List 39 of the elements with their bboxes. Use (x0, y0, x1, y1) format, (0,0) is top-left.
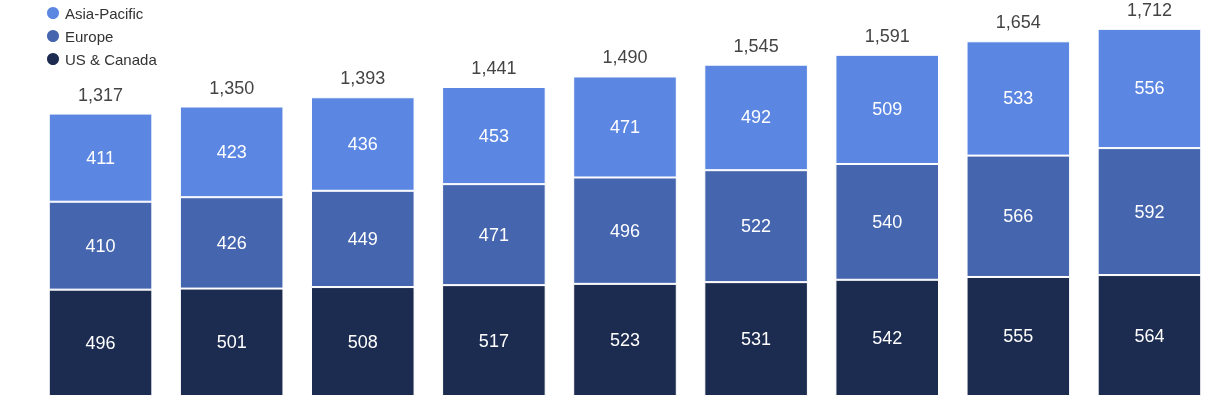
data-label: 531 (741, 329, 772, 350)
total-label: 1,317 (78, 84, 124, 105)
data-label: 509 (872, 99, 903, 120)
total-label: 1,490 (602, 47, 648, 68)
total-label: 1,712 (1126, 0, 1172, 20)
total-label: 1,591 (864, 25, 910, 46)
legend-label: US & Canada (65, 50, 158, 68)
data-label: 533 (1003, 88, 1034, 109)
data-label: 592 (1134, 201, 1165, 222)
data-label: 566 (1003, 206, 1034, 227)
data-label: 556 (1134, 78, 1165, 99)
legend-label: Europe (65, 27, 114, 45)
data-label: 540 (872, 211, 903, 232)
data-label: 453 (478, 125, 509, 146)
data-label: 517 (478, 330, 509, 351)
data-label: 501 (216, 332, 247, 353)
data-label: 542 (872, 327, 903, 348)
total-label: 1,654 (995, 12, 1041, 33)
data-label: 471 (609, 116, 641, 137)
data-label: 523 (609, 329, 641, 350)
data-label: 471 (478, 224, 509, 245)
total-label: 1,393 (340, 68, 386, 89)
data-label: 496 (609, 220, 641, 241)
data-label: 410 (85, 235, 116, 256)
data-label: 436 (347, 134, 378, 155)
data-label: 423 (216, 141, 247, 162)
total-label: 1,350 (209, 77, 255, 98)
data-label: 449 (347, 228, 378, 249)
legend-label: Asia-Pacific (65, 4, 144, 22)
data-label: 508 (347, 331, 378, 352)
data-label: 555 (1003, 326, 1034, 347)
total-label: 1,441 (471, 57, 517, 78)
data-label: 411 (86, 147, 115, 168)
data-label: 522 (741, 216, 772, 237)
total-label: 1,545 (733, 35, 779, 56)
data-label: 496 (85, 332, 116, 353)
data-label: 564 (1134, 325, 1165, 346)
data-label: 492 (741, 107, 772, 128)
data-label: 426 (216, 232, 247, 253)
